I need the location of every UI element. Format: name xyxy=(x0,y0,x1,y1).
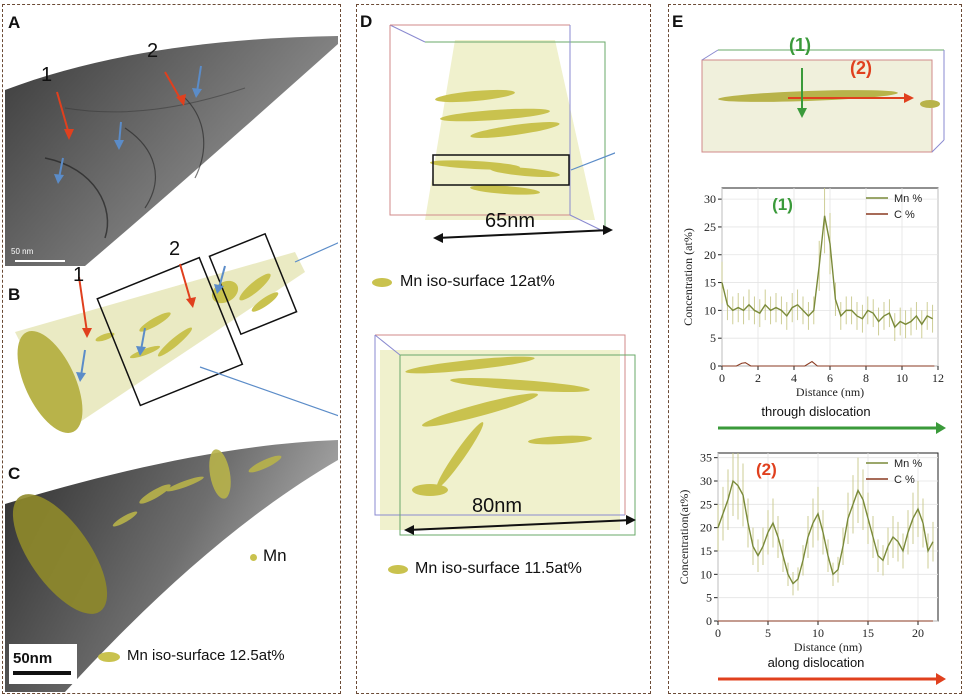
x-tick-label: 6 xyxy=(827,371,833,385)
panel-b-arrow-label-2: 2 xyxy=(169,238,181,260)
chart-2-svg: 0 5 10 15 20 25 30 35 0 5 10 15 20 Distance (nm) Conce… xyxy=(677,451,946,685)
y-tick-label: 5 xyxy=(710,331,716,345)
x-tick-label: 4 xyxy=(791,371,797,385)
panel-c-scale-text: 50nm xyxy=(13,650,53,667)
iso-surface-marker xyxy=(98,652,120,662)
chart-along-dislocation: 0 5 10 15 20 25 30 35 0 5 10 15 20 Distance (nm) Conce… xyxy=(676,445,958,690)
panel-d-letter: D xyxy=(360,12,373,31)
x-axis-label: Distance (nm) xyxy=(794,640,862,654)
overlay-svg xyxy=(5,440,338,692)
bottom-legend-text: Mn iso-surface 11.5at% xyxy=(415,560,582,577)
panel-d-top-cube: 65nm xyxy=(385,20,615,245)
panel-abc-frame xyxy=(2,4,341,694)
panel-b-arrow-label-1: 1 xyxy=(73,264,85,286)
x-tick-label: 15 xyxy=(862,626,874,640)
top-cube-svg xyxy=(389,24,615,243)
panel-d-frame xyxy=(356,4,651,694)
panel-a-arrow-label-1: 1 xyxy=(41,64,53,86)
legend-entry: Mn % xyxy=(894,193,922,205)
x-tick-label: 0 xyxy=(719,371,725,385)
bottom-cube-svg xyxy=(374,334,636,536)
y-tick-label: 10 xyxy=(700,567,712,581)
y-tick-label: 15 xyxy=(704,276,716,290)
panel-a-tem-image: 50 nm 1 2 xyxy=(5,8,338,266)
chart-caption: through dislocation xyxy=(761,404,870,419)
mn-point-marker xyxy=(250,554,257,561)
legend-entry: Mn % xyxy=(894,458,922,470)
x-tick-label: 0 xyxy=(715,626,721,640)
panel-c-scale-line xyxy=(13,671,71,675)
legend-entry: C % xyxy=(894,474,915,486)
y-tick-label: 30 xyxy=(700,474,712,488)
chart-through-dislocation: 0 5 10 15 20 25 30 0 2 4 6 8 10 12 Distance (nm) Concen… xyxy=(676,180,958,440)
y-axis-label: Concentration(at%) xyxy=(677,490,691,585)
bottom-legend-marker xyxy=(388,565,408,574)
top-cube-dimension: 65nm xyxy=(485,210,536,232)
panel-c-scale-bar xyxy=(9,644,77,684)
y-axis-label: Concentration (at%) xyxy=(681,228,695,326)
x-tick-label: 10 xyxy=(896,371,908,385)
panel-e-frame xyxy=(668,4,962,694)
y-tick-label: 25 xyxy=(700,497,712,511)
x-tick-label: 10 xyxy=(812,626,824,640)
x-tick-label: 8 xyxy=(863,371,869,385)
y-tick-label: 25 xyxy=(704,220,716,234)
tem-image-svg xyxy=(5,8,338,266)
panel-a-scale-text: 50 nm xyxy=(11,247,34,256)
panel-a-arrow-label-2: 2 xyxy=(147,40,159,62)
y-tick-label: 15 xyxy=(700,544,712,558)
panel-e-dislocation-box: (1) (2) xyxy=(698,35,948,160)
panel-e-label-1: (1) xyxy=(789,35,811,55)
y-tick-label: 0 xyxy=(706,614,712,628)
chart-panel-label: (1) xyxy=(772,195,793,214)
y-tick-label: 10 xyxy=(704,303,716,317)
x-tick-label: 12 xyxy=(932,371,944,385)
mn-point-legend: Mn xyxy=(263,546,287,565)
series-line-mn xyxy=(717,479,934,585)
y-tick-label: 30 xyxy=(704,192,716,206)
panel-b-letter: B xyxy=(8,285,21,304)
chart-panel-label: (2) xyxy=(756,460,777,479)
x-axis-label: Distance (nm) xyxy=(796,385,864,399)
caption-arrowhead xyxy=(936,422,946,434)
panel-c-letter: C xyxy=(8,464,21,483)
x-tick-label: 5 xyxy=(765,626,771,640)
panel-e-letter: E xyxy=(672,12,684,31)
panel-b-reconstruction: 1 2 xyxy=(5,232,338,442)
panel-c-overlay: Mn Mn iso-surface 12.5at% 50nm xyxy=(5,434,338,692)
x-tick-label: 2 xyxy=(755,371,761,385)
iso-surface-legend: Mn iso-surface 12.5at% xyxy=(127,647,285,664)
caption-arrowhead xyxy=(936,673,946,685)
dislocation-box-svg xyxy=(701,49,945,153)
panel-d-bottom-cube: 80nm xyxy=(370,330,642,545)
series-line-c xyxy=(722,360,935,367)
legend-entry: C % xyxy=(894,209,915,221)
x-tick-label: 20 xyxy=(912,626,924,640)
series-line-mn xyxy=(721,215,933,329)
y-tick-label: 0 xyxy=(710,359,716,373)
chart-1-svg: 0 5 10 15 20 25 30 0 2 4 6 8 10 12 Distance (nm) Concen… xyxy=(681,187,946,434)
chart-caption: along dislocation xyxy=(768,655,865,670)
y-tick-label: 35 xyxy=(700,451,712,465)
top-legend-text: Mn iso-surface 12at% xyxy=(400,273,555,290)
reconstruction-svg xyxy=(15,232,338,433)
bottom-cube-dimension: 80nm xyxy=(472,495,523,517)
panel-e-label-2: (2) xyxy=(850,58,872,78)
y-tick-label: 5 xyxy=(706,591,712,605)
top-legend-marker xyxy=(372,278,392,287)
y-tick-label: 20 xyxy=(700,521,712,535)
panel-a-letter: A xyxy=(8,13,21,32)
y-tick-label: 20 xyxy=(704,248,716,262)
